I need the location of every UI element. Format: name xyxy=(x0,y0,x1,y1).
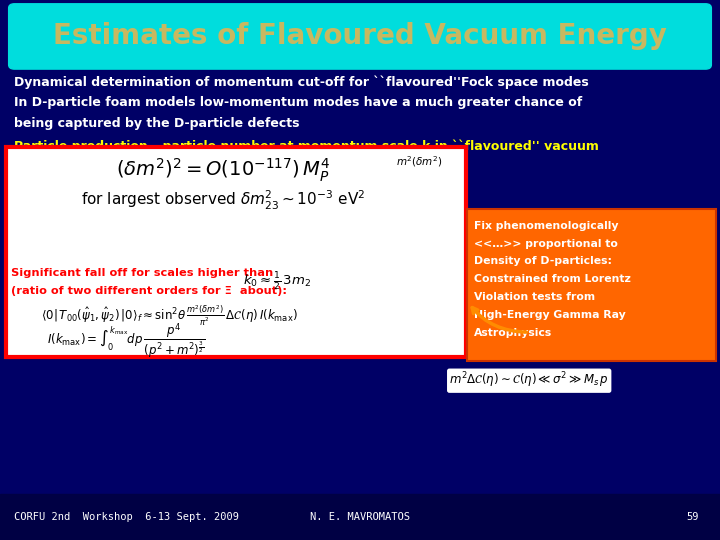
Text: CORFU 2nd  Workshop  6-13 Sept. 2009: CORFU 2nd Workshop 6-13 Sept. 2009 xyxy=(14,512,239,522)
Text: N. E. MAVROMATOS: N. E. MAVROMATOS xyxy=(310,512,410,522)
Text: $m^2(\delta m^2)$: $m^2(\delta m^2)$ xyxy=(396,154,443,170)
Text: Violation tests from: Violation tests from xyxy=(474,292,595,302)
Text: Fix phenomenologically: Fix phenomenologically xyxy=(474,221,618,231)
FancyBboxPatch shape xyxy=(467,209,716,361)
Bar xyxy=(0,494,720,540)
FancyBboxPatch shape xyxy=(9,4,711,69)
Text: $m^2\Delta\mathcal{C}(\eta)\sim\mathcal{C}(\eta)\ll\sigma^2\gg M_s\, p$: $m^2\Delta\mathcal{C}(\eta)\sim\mathcal{… xyxy=(449,371,609,390)
Text: Estimates of Flavoured Vacuum Energy: Estimates of Flavoured Vacuum Energy xyxy=(53,22,667,50)
Text: Particle production – particle number at momentum scale k in ``flavoured'' vacuu: Particle production – particle number at… xyxy=(14,139,599,152)
Text: Astrophysics: Astrophysics xyxy=(474,328,552,338)
Text: Density of D-particles:: Density of D-particles: xyxy=(474,256,612,266)
FancyBboxPatch shape xyxy=(6,147,466,357)
Text: for largest observed $\delta m^2_{23} \sim 10^{-3}\ \mathrm{eV}^2$: for largest observed $\delta m^2_{23} \s… xyxy=(81,190,365,212)
Text: $(\delta m^2)^2 = O(10^{-117})\, M_P^4$: $(\delta m^2)^2 = O(10^{-117})\, M_P^4$ xyxy=(116,157,330,184)
Text: Significant fall off for scales higher than: Significant fall off for scales higher t… xyxy=(11,268,273,278)
Text: Constrained from Lorentz: Constrained from Lorentz xyxy=(474,274,631,284)
Text: (ratio of two different orders for Ξ  about):: (ratio of two different orders for Ξ abo… xyxy=(11,286,287,295)
Text: 59: 59 xyxy=(686,512,698,522)
Text: $k_0 \approx \frac{1}{2}\, 3m_2$: $k_0 \approx \frac{1}{2}\, 3m_2$ xyxy=(243,271,311,293)
Text: Dynamical determination of momentum cut-off for ``flavoured''Fock space modes: Dynamical determination of momentum cut-… xyxy=(14,76,589,89)
Text: $\langle 0|\, T_{00}(\hat{\psi}_1,\hat{\psi}_2)\,|0\rangle_f \approx \sin^2\!\th: $\langle 0|\, T_{00}(\hat{\psi}_1,\hat{\… xyxy=(41,304,297,328)
Text: being captured by the D-particle defects: being captured by the D-particle defects xyxy=(14,117,300,130)
Text: $I(k_{\max}) = \int_0^{k_{\max}} dp\,\dfrac{p^4}{(p^2+m^2)^{\frac{3}{2}}}$: $I(k_{\max}) = \int_0^{k_{\max}} dp\,\df… xyxy=(47,321,205,361)
Text: <<…>> proportional to: <<…>> proportional to xyxy=(474,239,618,248)
Text: In D-particle foam models low-momentum modes have a much greater chance of: In D-particle foam models low-momentum m… xyxy=(14,96,582,109)
Text: High-Energy Gamma Ray: High-Energy Gamma Ray xyxy=(474,310,626,320)
